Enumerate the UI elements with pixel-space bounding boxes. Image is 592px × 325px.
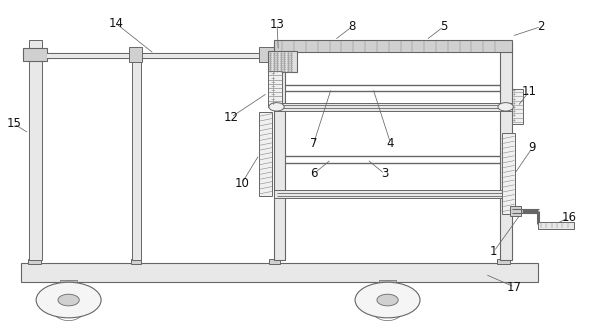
Bar (511, 89, 523, 124)
Text: 5: 5 (440, 20, 448, 33)
Circle shape (36, 282, 101, 318)
Bar (60, 280, 78, 283)
Text: +: + (512, 101, 516, 106)
Bar (259, 47, 274, 61)
Circle shape (498, 103, 513, 111)
Bar (274, 40, 511, 52)
Text: 11: 11 (522, 85, 537, 98)
Text: +: + (512, 88, 516, 93)
Circle shape (355, 282, 420, 318)
Text: 3: 3 (381, 167, 388, 180)
Text: +: + (270, 101, 275, 106)
Bar (274, 103, 511, 111)
Text: +: + (512, 92, 516, 98)
Bar (259, 112, 272, 197)
Bar (274, 43, 285, 260)
Bar (47, 54, 272, 58)
Circle shape (58, 294, 79, 306)
Text: 7: 7 (310, 136, 317, 150)
Bar (268, 71, 282, 108)
Text: 12: 12 (224, 111, 239, 124)
Bar (29, 40, 42, 260)
Bar (132, 61, 141, 260)
Text: +: + (512, 113, 516, 118)
Text: +: + (270, 92, 275, 98)
Circle shape (269, 103, 284, 111)
Text: +: + (270, 88, 275, 93)
Bar (269, 259, 280, 265)
Text: 16: 16 (561, 211, 577, 224)
Text: 10: 10 (234, 177, 249, 190)
Bar (500, 43, 511, 260)
Text: 9: 9 (529, 141, 536, 154)
Text: +: + (270, 75, 275, 81)
Bar (497, 259, 510, 265)
Text: +: + (270, 84, 275, 89)
Text: 2: 2 (538, 20, 545, 33)
Text: +: + (512, 118, 516, 123)
Text: +: + (512, 109, 516, 114)
Text: +: + (270, 97, 275, 102)
Bar (131, 259, 141, 265)
Bar (379, 280, 397, 283)
Bar (21, 263, 538, 282)
Text: +: + (512, 105, 516, 110)
Bar (23, 48, 47, 60)
Text: 8: 8 (349, 20, 356, 33)
Circle shape (377, 294, 398, 306)
Bar (501, 133, 514, 214)
Text: 15: 15 (7, 117, 21, 130)
Bar (268, 51, 297, 72)
Bar (510, 206, 521, 216)
Bar (274, 190, 511, 198)
Text: +: + (270, 71, 275, 76)
Text: 14: 14 (108, 17, 123, 30)
Text: 17: 17 (507, 280, 522, 293)
Text: +: + (512, 97, 516, 102)
Text: 6: 6 (310, 167, 317, 180)
Text: 1: 1 (490, 245, 498, 258)
Bar (538, 222, 574, 229)
Bar (130, 47, 143, 61)
Bar (28, 259, 41, 265)
Text: 13: 13 (270, 19, 285, 32)
Text: 4: 4 (387, 136, 394, 150)
Text: +: + (270, 80, 275, 85)
